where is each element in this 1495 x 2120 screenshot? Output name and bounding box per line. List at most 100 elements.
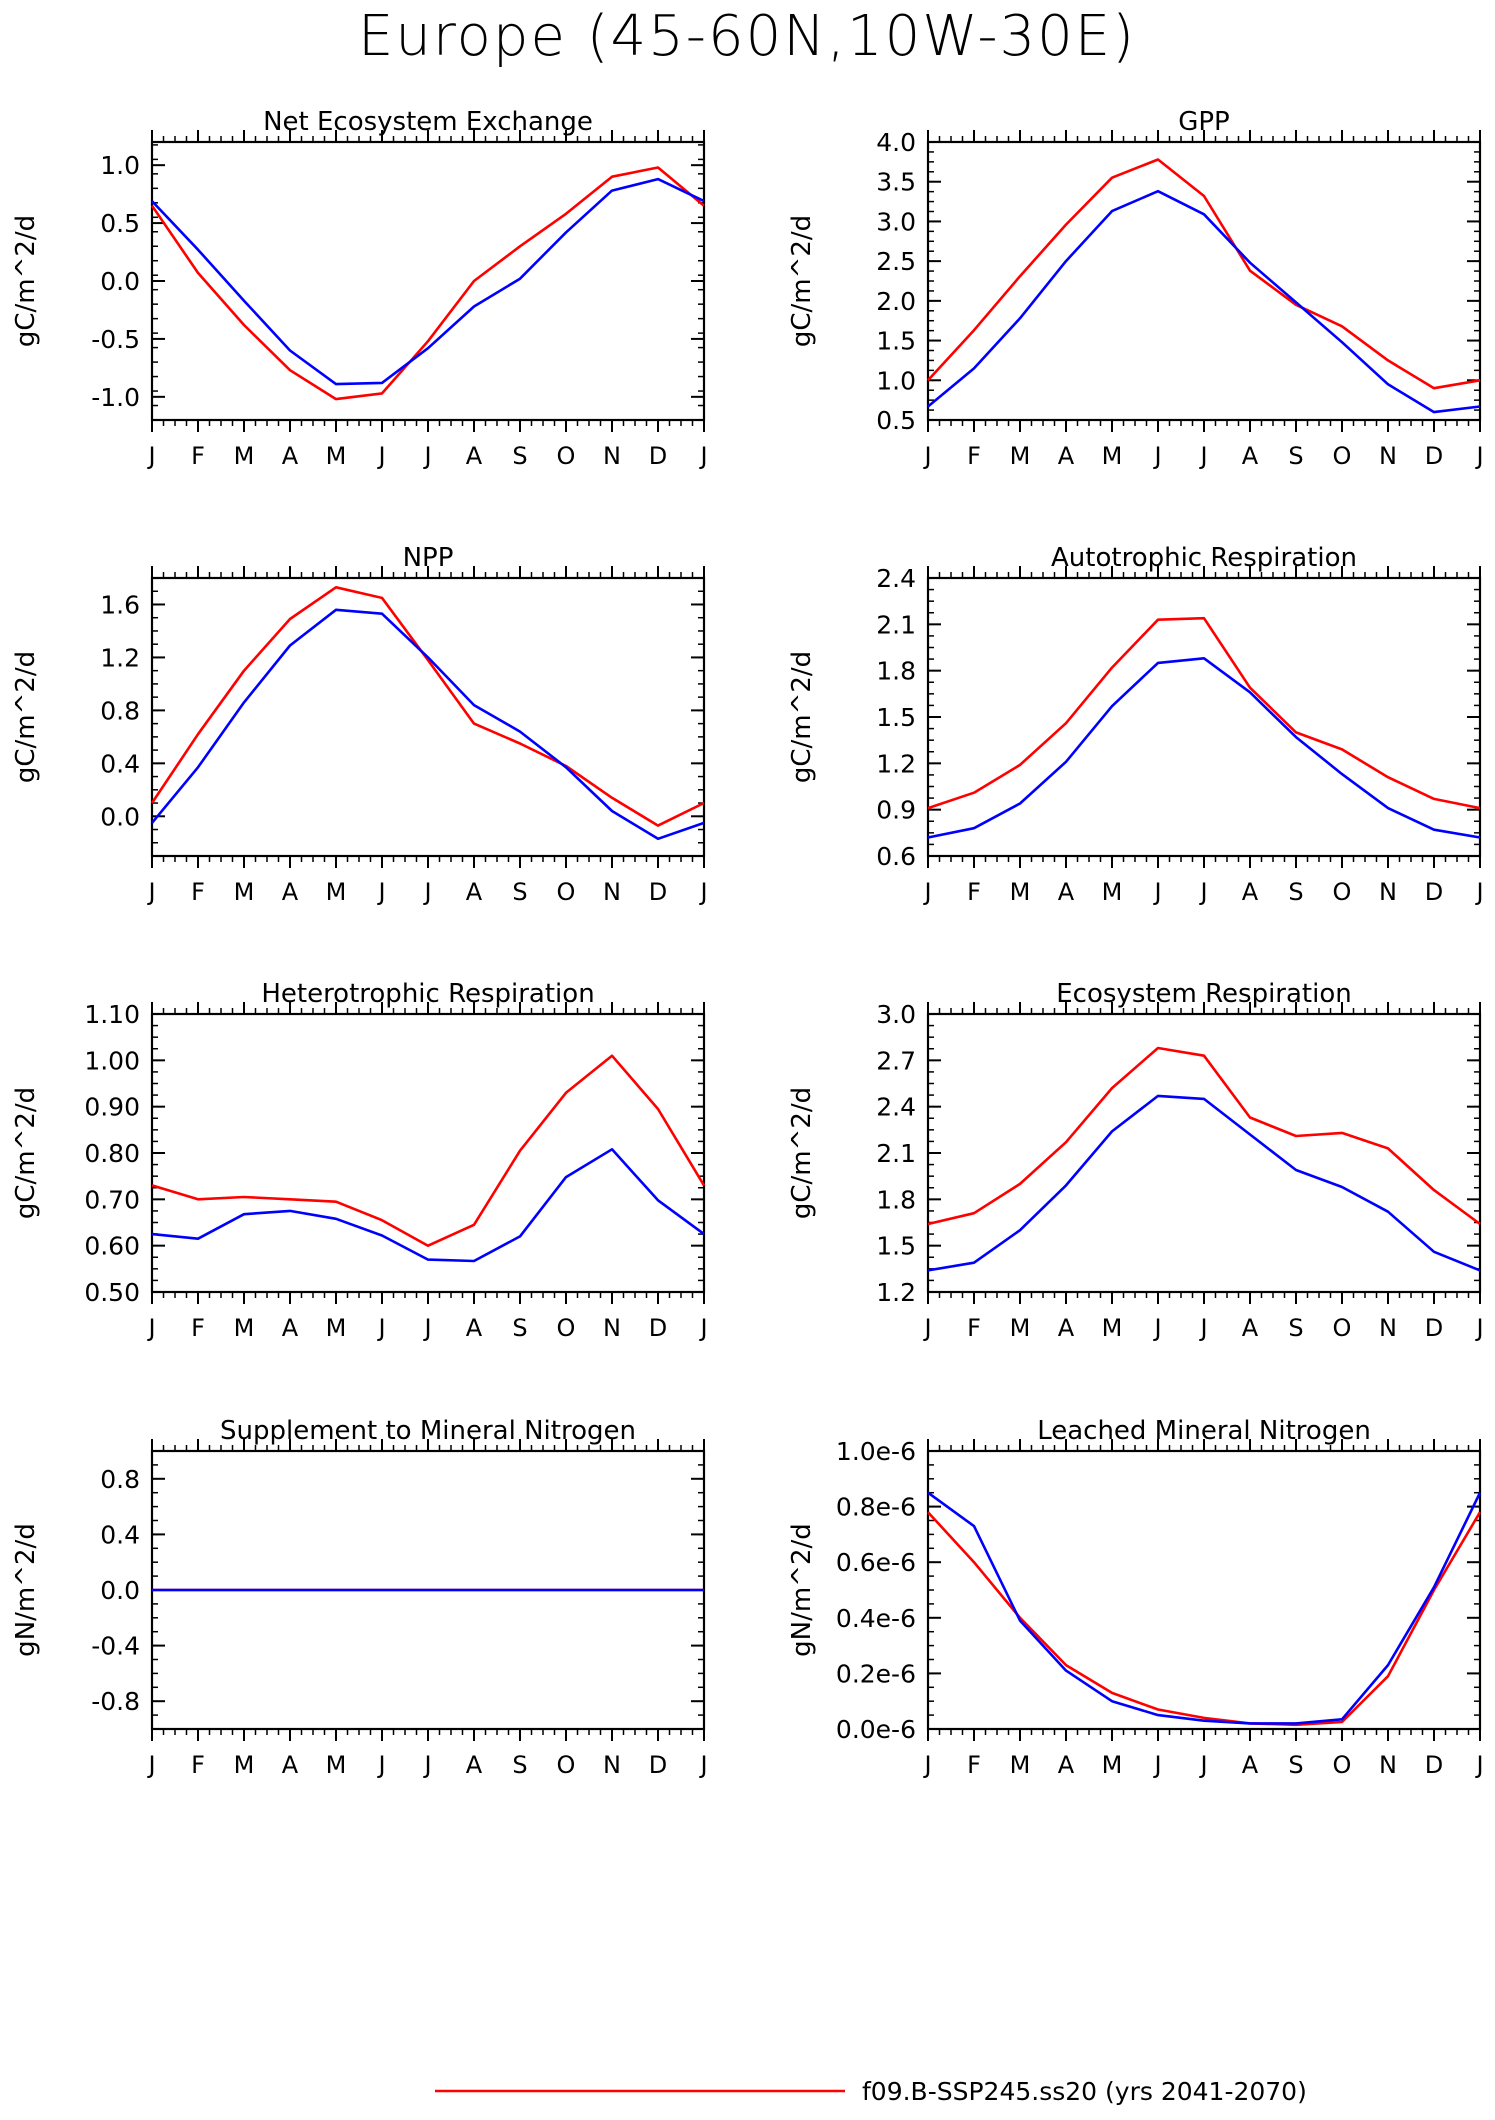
series-line-1 xyxy=(151,1054,706,1247)
y-tick-label: 2.7 xyxy=(876,1046,916,1075)
y-tick-label: 1.8 xyxy=(876,1185,916,1214)
x-tick-label: J xyxy=(376,442,385,470)
x-tick-label: F xyxy=(967,442,981,470)
x-tick-label: A xyxy=(1058,1751,1075,1779)
y-tick-label: 1.2 xyxy=(876,1278,916,1307)
series-line-2 xyxy=(150,608,705,841)
x-tick-label: M xyxy=(234,1314,255,1342)
x-tick-label: D xyxy=(649,878,667,906)
x-tick-label: J xyxy=(146,878,155,906)
y-tick-label: 0.80 xyxy=(84,1139,140,1168)
x-tick-label: A xyxy=(466,1751,483,1779)
x-tick-label: J xyxy=(376,1751,385,1779)
figure-title: Europe (45-60N,10W-30E) xyxy=(358,4,1136,69)
y-ticks: 0.5 1.0 1.5 2.0 2.5 3.0 3.5 4.0 xyxy=(876,128,1480,435)
x-tick-label: D xyxy=(1425,442,1443,470)
y-tick-label: 2.1 xyxy=(876,1139,916,1168)
y-tick-label: 1.2 xyxy=(100,643,140,672)
y-tick-label: 1.5 xyxy=(876,1232,916,1261)
x-tick-label: N xyxy=(1379,878,1397,906)
y-tick-label: 1.5 xyxy=(876,327,916,356)
x-tick-label: A xyxy=(282,1751,299,1779)
x-tick-label: N xyxy=(603,442,621,470)
x-tick-label: J xyxy=(1152,442,1161,470)
x-tick-label: J xyxy=(698,878,707,906)
x-tick-label: N xyxy=(1379,1751,1397,1779)
y-tick-label: 1.6 xyxy=(100,590,140,619)
x-tick-label: A xyxy=(1242,878,1259,906)
x-tick-label: M xyxy=(326,442,347,470)
x-tick-label: J xyxy=(146,442,155,470)
y-tick-label: 0.4 xyxy=(100,1520,140,1549)
y-tick-label: 3.0 xyxy=(876,207,916,236)
x-tick-label: M xyxy=(1010,1751,1031,1779)
x-tick-label: A xyxy=(1058,442,1075,470)
x-tick-label: O xyxy=(1333,1314,1352,1342)
x-tick-label: J xyxy=(146,1751,155,1779)
x-tick-label: A xyxy=(282,878,299,906)
y-axis-label: gN/m^2/d xyxy=(787,1523,817,1657)
x-tick-label: J xyxy=(1198,442,1207,470)
series-line-1 xyxy=(150,166,705,401)
y-axis-label: gC/m^2/d xyxy=(11,651,41,783)
x-tick-label: M xyxy=(326,1751,347,1779)
x-tick-label: F xyxy=(191,442,205,470)
y-tick-label: 0.5 xyxy=(876,406,916,435)
y-ticks: 1.2 1.5 1.8 2.1 2.4 2.7 3.0 xyxy=(876,1000,1480,1307)
x-tick-label: A xyxy=(1242,1751,1259,1779)
x-tick-label: F xyxy=(191,1751,205,1779)
x-tick-label: A xyxy=(1242,1314,1259,1342)
x-tick-label: S xyxy=(1288,442,1303,470)
x-tick-label: J xyxy=(698,1751,707,1779)
plot-frame xyxy=(926,1449,1482,1731)
x-tick-label: M xyxy=(234,1751,255,1779)
y-tick-label: 0.60 xyxy=(84,1232,140,1261)
x-tick-label: S xyxy=(1288,1314,1303,1342)
x-tick-label: A xyxy=(1242,442,1259,470)
x-tick-label: O xyxy=(557,442,576,470)
x-tick-label: J xyxy=(422,1751,431,1779)
y-tick-label: -0.4 xyxy=(91,1632,140,1661)
x-tick-label: M xyxy=(1102,1751,1123,1779)
x-tick-label: N xyxy=(1379,442,1397,470)
x-tick-label: J xyxy=(422,878,431,906)
x-tick-label: F xyxy=(191,1314,205,1342)
y-ticks: 0.0e-6 0.2e-6 0.4e-6 0.6e-6 0.8e-6 1.0e-6 xyxy=(836,1437,1480,1744)
y-tick-label: 0.0 xyxy=(100,802,140,831)
y-tick-label: 0.0e-6 xyxy=(836,1715,916,1744)
y-tick-label: 3.0 xyxy=(876,1000,916,1029)
x-tick-label: J xyxy=(1152,1751,1161,1779)
y-tick-label: 0.9 xyxy=(876,796,916,825)
x-tick-label: J xyxy=(922,878,931,906)
x-tick-label: O xyxy=(1333,442,1352,470)
series-line-1 xyxy=(927,158,1481,390)
y-tick-label: 0.2e-6 xyxy=(836,1659,916,1688)
y-axis-label: gC/m^2/d xyxy=(787,215,817,347)
y-tick-label: 1.0 xyxy=(100,151,140,180)
x-tick-label: M xyxy=(1102,1314,1123,1342)
y-tick-label: -0.5 xyxy=(91,325,140,354)
x-tick-label: J xyxy=(1152,1314,1161,1342)
x-tick-label: D xyxy=(1425,878,1443,906)
x-tick-label: A xyxy=(466,1314,483,1342)
y-tick-label: 0.8 xyxy=(100,1465,140,1494)
x-tick-label: J xyxy=(1198,1314,1207,1342)
y-tick-label: -0.8 xyxy=(91,1687,140,1716)
legend-label: f09.B-SSP245.ss20 (yrs 2041-2070) xyxy=(862,2077,1307,2106)
plot-frame xyxy=(150,140,706,422)
x-tick-label: A xyxy=(282,1314,299,1342)
x-tick-label: D xyxy=(1425,1751,1443,1779)
x-tick-label: J xyxy=(922,442,931,470)
y-axis-label: gC/m^2/d xyxy=(787,1087,817,1219)
y-tick-label: 0.4e-6 xyxy=(836,1604,916,1633)
x-tick-label: D xyxy=(649,1751,667,1779)
y-tick-label: 2.1 xyxy=(876,610,916,639)
x-tick-label: M xyxy=(234,442,255,470)
